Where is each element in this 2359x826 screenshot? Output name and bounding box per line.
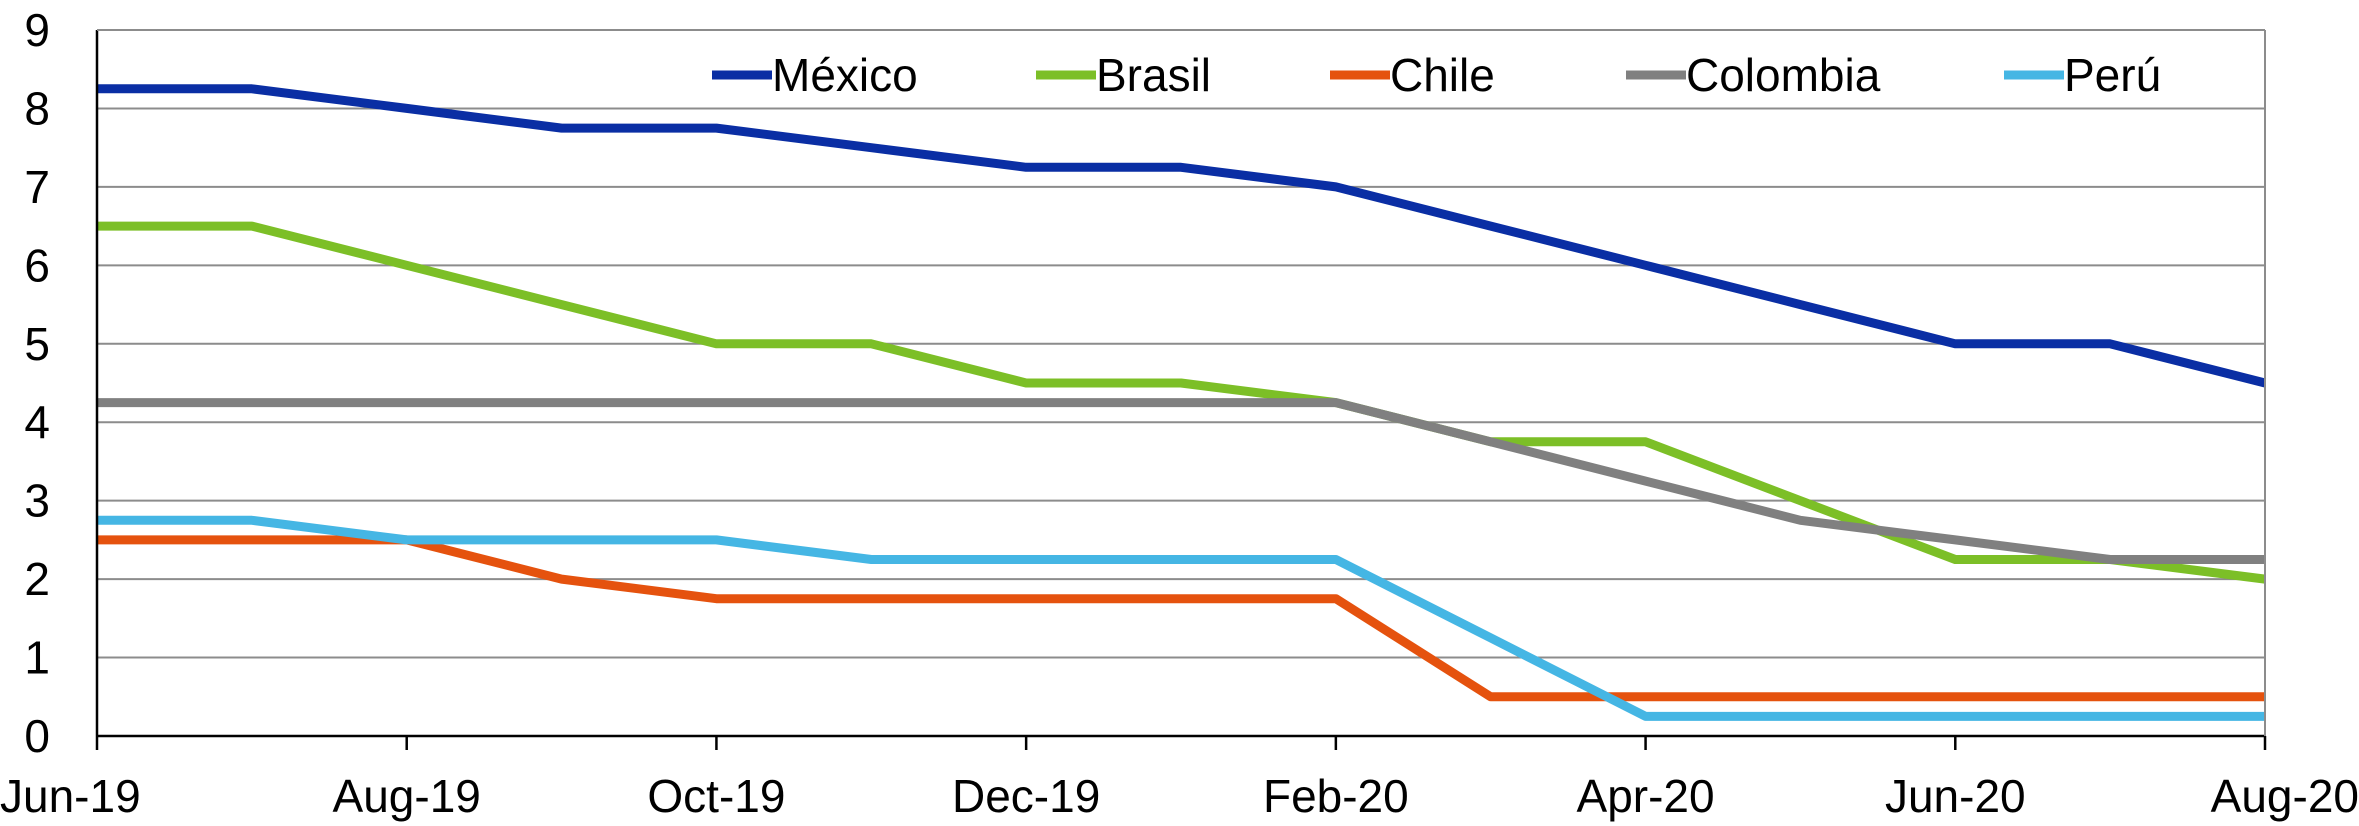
series-line-chile [97,535,2265,702]
x-tick-label: Apr-20 [1577,770,1715,822]
series-line-colombia [97,398,2265,564]
y-tick-label: 7 [24,161,50,213]
legend-label: México [772,49,918,101]
x-tick-label: Aug-19 [333,770,481,822]
series-line-mxico [97,84,2267,388]
x-tick-label: Aug-20 [2211,770,2359,822]
legend-label: Colombia [1686,49,1881,101]
series-lines [97,84,2267,721]
x-tick-label: Oct-19 [647,770,785,822]
legend-label: Chile [1390,49,1495,101]
series-line-brasil [97,221,2266,584]
y-tick-label: 6 [24,239,50,291]
y-tick-label: 5 [24,318,50,370]
x-tick-label: Feb-20 [1263,770,1409,822]
x-tick-label: Dec-19 [952,770,1100,822]
y-tick-label: 1 [24,632,50,684]
y-tick-label: 0 [24,710,50,762]
x-tick-label: Jun-19 [0,770,141,822]
axes [95,29,2266,738]
y-axis-ticks: 0 1 2 3 4 5 6 7 8 9 [24,4,50,762]
legend-label: Perú [2064,49,2161,101]
y-tick-label: 8 [24,82,50,134]
x-tick-label: Jun-20 [1885,770,2026,822]
legend: México Brasil Chile Colombia Perú [712,49,2161,101]
y-tick-label: 9 [24,4,50,56]
y-tick-label: 4 [24,396,50,448]
series-line-per [97,515,2265,721]
x-axis-ticks: Jun-19 Aug-19 Oct-19 Dec-19 Feb-20 Apr-20 Jun-… [0,736,2359,822]
y-tick-label: 3 [24,475,50,527]
legend-label: Brasil [1096,49,1211,101]
y-tick-label: 2 [24,553,50,605]
